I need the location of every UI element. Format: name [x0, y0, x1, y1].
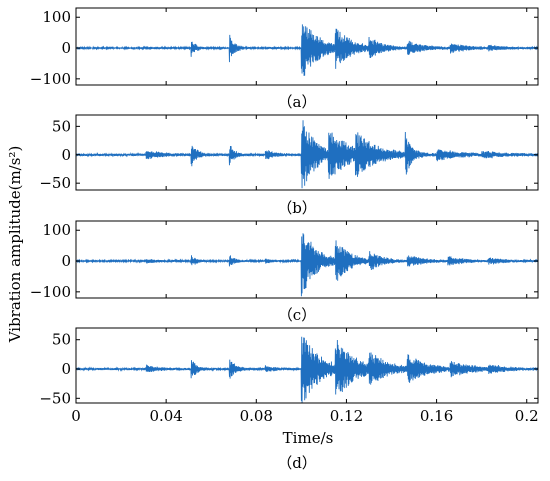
y-tick-label: 100 [42, 8, 71, 26]
plot-frame [75, 220, 539, 299]
y-tick-label: 50 [52, 117, 71, 135]
panel-b: 50 0 −50 （b） [39, 114, 539, 217]
y-tick-label: 0 [61, 360, 71, 378]
y-tick-label: −100 [30, 283, 71, 301]
x-tick-label: 0 [71, 407, 81, 425]
signal-line [76, 336, 538, 403]
signal-line [76, 24, 538, 76]
y-tick-label: 0 [61, 252, 71, 270]
y-tick-label: −100 [30, 70, 71, 88]
y-tick-label: 100 [42, 221, 71, 239]
panel-a: 100 0 −100 （a） [30, 7, 539, 111]
panel-label: （a） [278, 93, 317, 111]
plot-frame [75, 7, 539, 86]
signal-line [76, 233, 538, 297]
panel-label: （c） [278, 306, 316, 324]
x-tick-label: 0.12 [330, 407, 363, 425]
y-tick-label: −50 [39, 389, 71, 407]
x-tick-label: 0.2 [515, 407, 539, 425]
panel-label: （b） [277, 199, 317, 217]
y-tick-label: 50 [52, 331, 71, 349]
x-tick-label: 0.08 [240, 407, 273, 425]
plot-frame [75, 114, 539, 191]
panel-d: 500−500 0.04 0.08 0.12 0.16 0.2（d） [39, 327, 539, 472]
y-tick-label: 0 [61, 39, 71, 57]
x-tick-label: 0.16 [420, 407, 453, 425]
y-axis-label: Vibration amplitude(m/s²) [6, 146, 24, 344]
x-axis-label: Time/s [283, 429, 334, 447]
panel-c: 100 0 −100 （c） [30, 220, 539, 324]
panel-label: （d） [277, 454, 317, 472]
plot-frame [75, 327, 539, 404]
y-tick-label: 0 [61, 146, 71, 164]
x-tick-label: 0.04 [149, 407, 182, 425]
signal-line [76, 120, 538, 189]
y-tick-label: −50 [39, 174, 71, 192]
